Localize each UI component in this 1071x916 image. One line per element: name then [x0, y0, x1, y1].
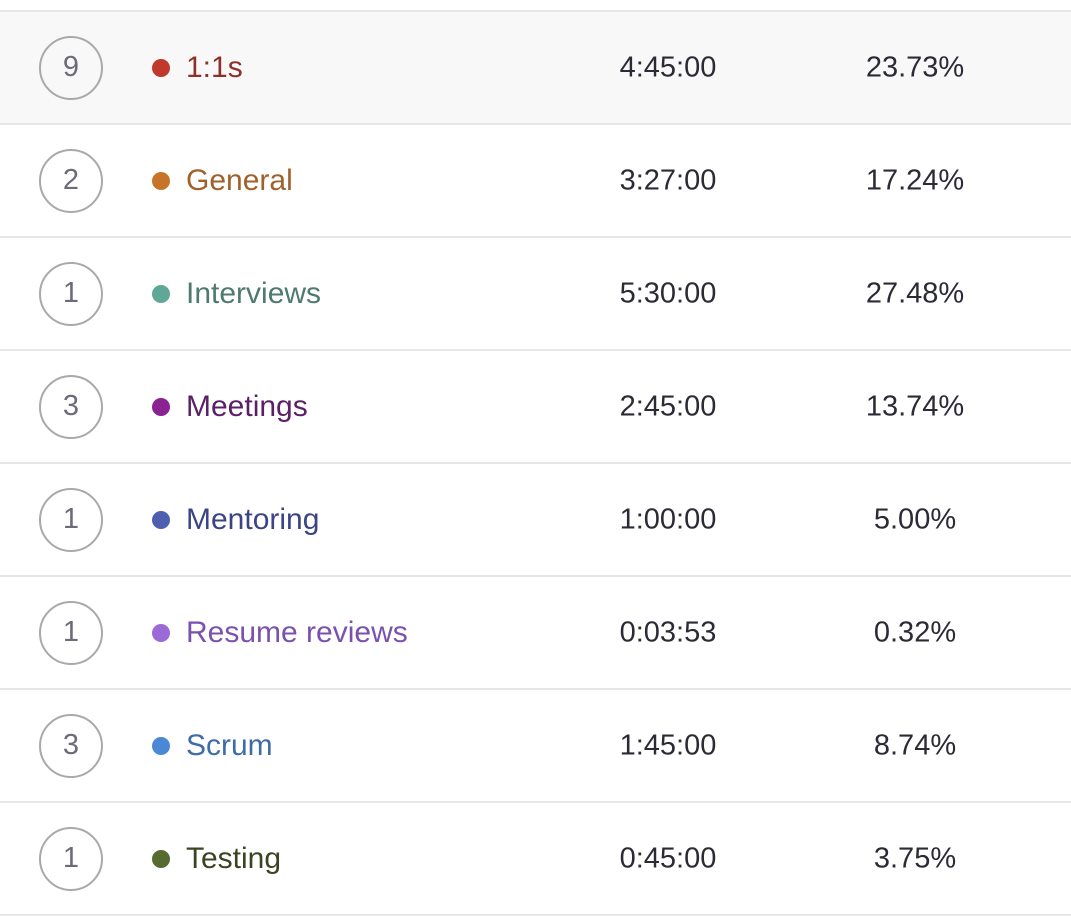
category-color-dot-icon: [152, 171, 170, 190]
category-duration: 0:03:53: [619, 616, 717, 648]
category-duration: 1:45:00: [619, 729, 717, 761]
category-percent: 27.48%: [865, 277, 965, 309]
table-row[interactable]: 3 Meetings 2:45:00 13.74%: [0, 351, 1071, 464]
category-percent: 23.73%: [865, 51, 965, 83]
entry-count-badge: 1: [39, 487, 103, 552]
category-percent: 13.74%: [865, 390, 965, 422]
category-color-dot-icon: [152, 284, 170, 303]
category-percent: 5.00%: [873, 503, 957, 535]
category-duration: 2:45:00: [619, 390, 717, 422]
entry-count-badge: 3: [39, 713, 103, 778]
category-color-dot-icon: [152, 736, 170, 755]
category-name: 1:1s: [186, 50, 243, 84]
category-name: Meetings: [186, 389, 308, 423]
category-duration: 5:30:00: [619, 277, 717, 309]
table-row[interactable]: 1 Testing 0:45:00 3.75%: [0, 803, 1071, 916]
table-row[interactable]: 1 Mentoring 1:00:00 5.00%: [0, 464, 1071, 577]
table-row[interactable]: 3 Scrum 1:45:00 8.74%: [0, 690, 1071, 803]
table-row[interactable]: 1 Resume reviews 0:03:53 0.32%: [0, 577, 1071, 690]
category-name: General: [186, 163, 293, 197]
entry-count-badge: 1: [39, 600, 103, 665]
category-table: 9 1:1s 4:45:00 23.73% 2 General 3:27:00 …: [0, 10, 1071, 916]
entry-count-badge: 1: [39, 826, 103, 891]
category-color-dot-icon: [152, 510, 170, 529]
category-percent: 17.24%: [865, 164, 965, 196]
category-duration: 4:45:00: [619, 51, 717, 83]
category-name: Testing: [186, 841, 282, 875]
category-name: Interviews: [186, 276, 322, 310]
table-row[interactable]: 1 Interviews 5:30:00 27.48%: [0, 238, 1071, 351]
table-row[interactable]: 2 General 3:27:00 17.24%: [0, 125, 1071, 238]
category-duration: 3:27:00: [619, 164, 717, 196]
table-row[interactable]: 9 1:1s 4:45:00 23.73%: [0, 12, 1071, 125]
category-percent: 0.32%: [873, 616, 957, 648]
category-percent: 8.74%: [873, 729, 957, 761]
category-name: Scrum: [186, 728, 273, 762]
category-name: Resume reviews: [186, 615, 408, 649]
category-duration: 0:45:00: [619, 842, 717, 874]
category-color-dot-icon: [152, 58, 170, 77]
category-color-dot-icon: [152, 397, 170, 416]
category-name: Mentoring: [186, 502, 320, 536]
category-color-dot-icon: [152, 623, 170, 642]
entry-count-badge: 2: [39, 148, 103, 213]
category-color-dot-icon: [152, 849, 170, 868]
entry-count-badge: 1: [39, 261, 103, 326]
category-duration: 1:00:00: [619, 503, 717, 535]
entry-count-badge: 9: [39, 35, 103, 100]
entry-count-badge: 3: [39, 374, 103, 439]
category-percent: 3.75%: [873, 842, 957, 874]
